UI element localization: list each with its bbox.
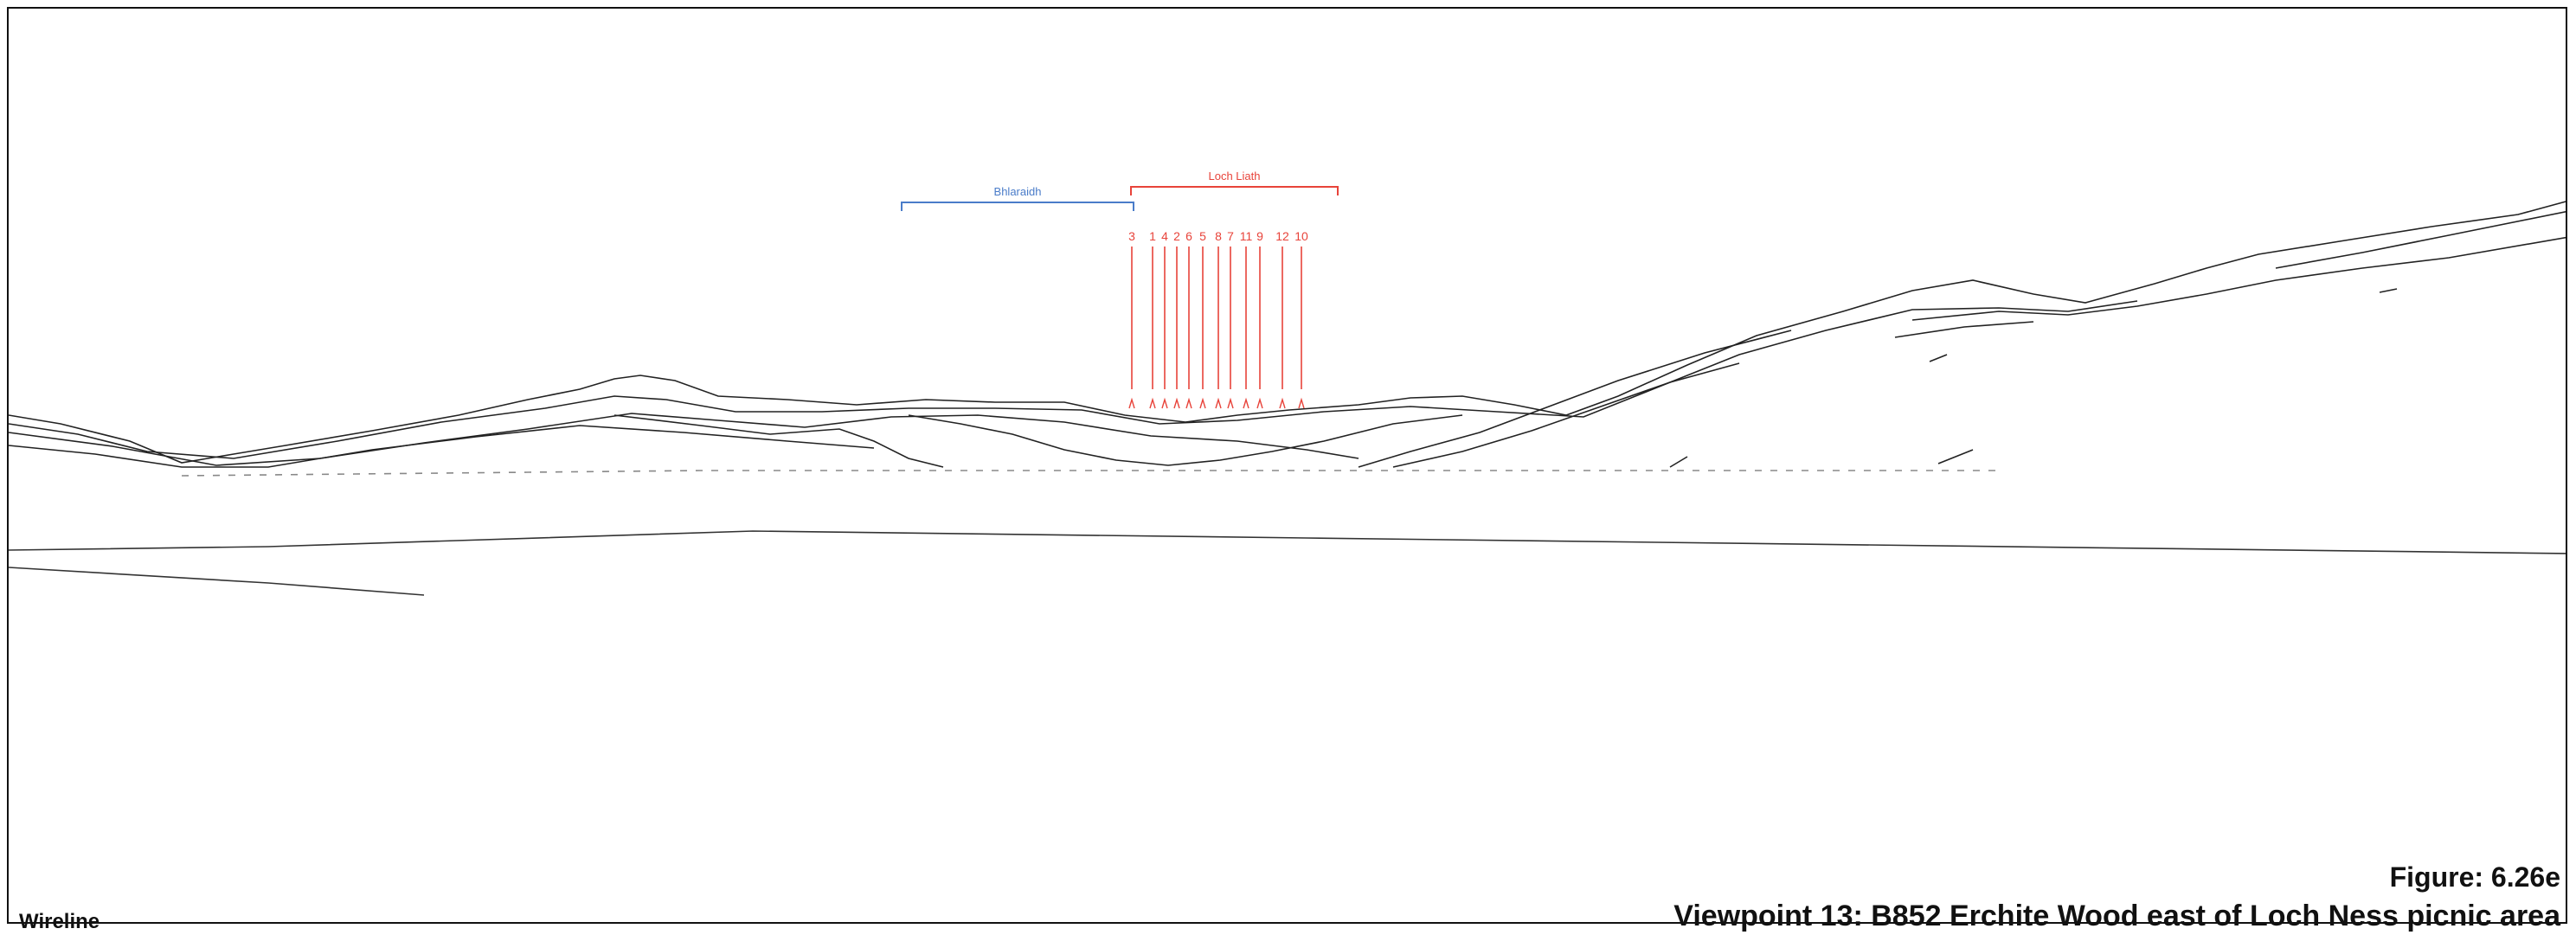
wireline-drawing: Bhlaraidh Loch Liath 3 1 4 2 6 5 8 7 11 9 12 10 <box>9 170 2566 596</box>
turbine-base-marker <box>1185 397 1192 409</box>
turbine-number: 2 <box>1173 229 1180 243</box>
turbine-number: 6 <box>1185 229 1192 243</box>
foreground-line <box>9 567 425 596</box>
foreground-lines <box>9 530 2566 596</box>
terrain-ridge-line <box>1911 236 2566 321</box>
turbine-number: 1 <box>1149 229 1156 243</box>
terrain-ridge-line <box>2275 210 2566 269</box>
terrain-ridge-line <box>613 414 944 468</box>
terrain-ridge-line <box>9 300 2138 459</box>
foreground-line <box>9 530 2566 554</box>
figure-number: Figure: 6.26e <box>2389 861 2560 893</box>
wind-farm-label: Loch Liath <box>1209 170 1261 183</box>
turbine-number: 8 <box>1215 229 1222 243</box>
terrain-ridge-line <box>1929 354 1948 362</box>
wind-farm-label: Bhlaraidh <box>994 185 1042 198</box>
turbine-number: 9 <box>1256 229 1263 243</box>
terrain-ridge-line <box>181 470 1999 477</box>
terrain-ridge-line <box>1937 449 1974 464</box>
turbine-markers: 3 1 4 2 6 5 8 7 11 9 12 10 <box>1128 229 1308 409</box>
wireline-label: Wireline <box>19 910 100 933</box>
turbine-number: 11 <box>1240 229 1253 243</box>
terrain-ridge-line <box>1392 362 1740 468</box>
turbine-base-marker <box>1128 397 1135 409</box>
wind-farm-bracket <box>901 202 1134 211</box>
terrain-ridge-line <box>1894 321 2034 338</box>
turbine-base-marker <box>1243 397 1249 409</box>
terrain-ridge-line <box>908 414 1463 466</box>
turbine-number: 12 <box>1275 229 1289 243</box>
viewpoint-title: Viewpoint 13: B852 Erchite Wood east of … <box>1673 900 2560 932</box>
terrain-ridge-line <box>9 201 2566 464</box>
turbine-number: 4 <box>1161 229 1168 243</box>
wind-farm-bracket <box>1130 186 1339 195</box>
turbine-number: 3 <box>1128 229 1135 243</box>
terrain-ridge-line <box>9 413 1359 466</box>
turbine-number: 5 <box>1199 229 1206 243</box>
wind-farm-brackets: Bhlaraidh Loch Liath <box>901 170 1339 211</box>
turbine-number: 10 <box>1294 229 1308 243</box>
terrain-ridge-line <box>1669 456 1688 468</box>
turbine-base-marker <box>1298 397 1305 409</box>
turbine-base-marker <box>1199 397 1206 409</box>
turbine-base-marker <box>1173 397 1180 409</box>
turbine-base-marker <box>1215 397 1222 409</box>
turbine-base-marker <box>1149 397 1156 409</box>
turbine-base-marker <box>1279 397 1286 409</box>
turbine-base-marker <box>1256 397 1263 409</box>
turbine-base-marker <box>1227 397 1234 409</box>
turbine-number: 7 <box>1227 229 1234 243</box>
turbine-base-marker <box>1161 397 1168 409</box>
wireline-frame: Bhlaraidh Loch Liath 3 1 4 2 6 5 8 7 11 9 12 10 <box>7 7 2567 924</box>
terrain-ridge-line <box>9 425 875 468</box>
terrain-ridge-line <box>2379 288 2398 293</box>
terrain-ridge-line <box>1358 330 1792 468</box>
terrain-lines <box>9 201 2566 477</box>
